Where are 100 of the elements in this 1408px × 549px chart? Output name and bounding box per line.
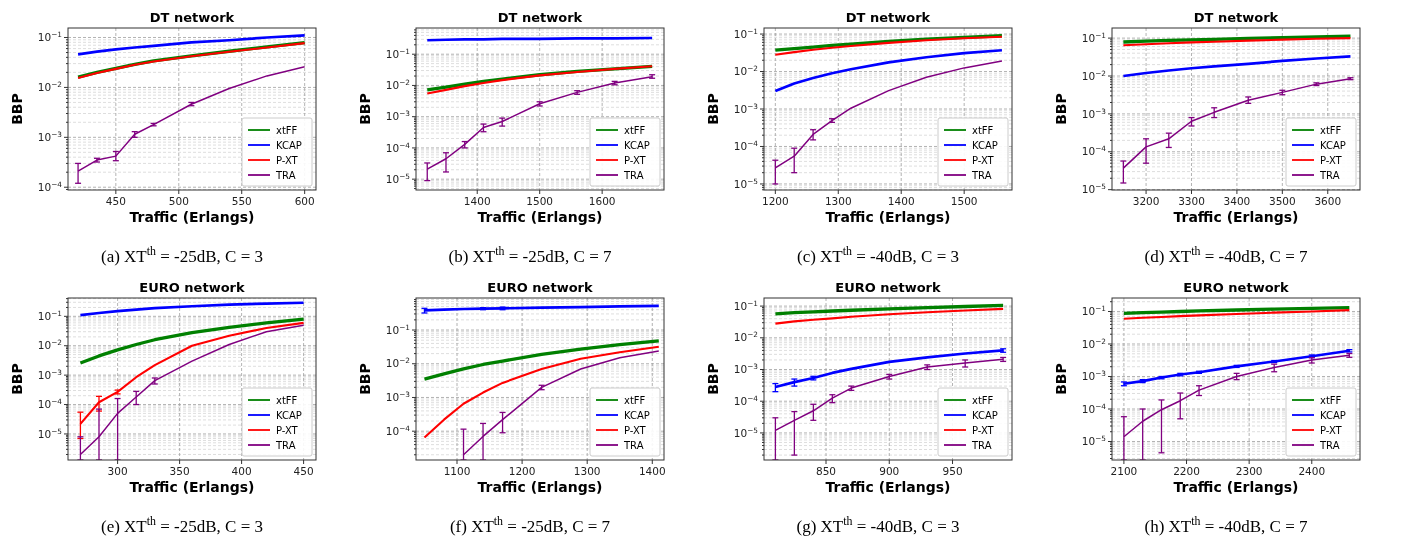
x-tick-label: 2200 bbox=[1173, 465, 1200, 477]
y-tick-label: 10$^{−2}$ bbox=[1081, 68, 1106, 82]
chart-title: EURO network bbox=[487, 280, 594, 295]
y-tick-label: 10$^{−1}$ bbox=[1081, 30, 1106, 44]
legend-label: xtFF bbox=[972, 394, 994, 406]
y-tick-label: 10$^{−5}$ bbox=[385, 171, 411, 185]
y-tick-label: 10$^{−3}$ bbox=[385, 108, 411, 123]
y-tick-label: 10$^{−2}$ bbox=[37, 337, 62, 352]
chart-title: EURO network bbox=[139, 280, 246, 295]
y-tick-label: 10$^{−1}$ bbox=[733, 26, 758, 40]
legend-label: xtFF bbox=[1320, 124, 1342, 136]
x-tick-label: 2400 bbox=[1298, 465, 1326, 477]
legend-label: xtFF bbox=[972, 124, 994, 136]
text: (e) XT$^{th}$ = -25dB, C = 3 bbox=[100, 514, 264, 536]
x-tick-label: 3300 bbox=[1178, 195, 1205, 207]
y-tick-label: 10$^{−2}$ bbox=[37, 79, 62, 94]
legend-label: xtFF bbox=[624, 124, 646, 136]
y-axis-title: BBP bbox=[357, 93, 373, 125]
x-tick-label: 550 bbox=[231, 195, 252, 207]
x-tick-label: 350 bbox=[169, 465, 190, 477]
y-tick-label: 10$^{−3}$ bbox=[733, 361, 759, 376]
legend-label: P-XT bbox=[276, 154, 299, 166]
legend-label: TRA bbox=[275, 439, 296, 451]
y-tick-label: 10$^{−1}$ bbox=[385, 46, 410, 60]
x-axis-title: Traffic (Erlangs) bbox=[825, 209, 951, 225]
legend-label: P-XT bbox=[624, 154, 647, 166]
x-tick-label: 950 bbox=[942, 465, 963, 477]
x-tick-label: 600 bbox=[294, 195, 315, 207]
x-axis-title: Traffic (Erlangs) bbox=[129, 479, 255, 495]
x-tick-label: 900 bbox=[879, 465, 900, 477]
legend-label: xtFF bbox=[1320, 394, 1342, 406]
chart-title: DT network bbox=[149, 10, 235, 25]
y-axis-title: BBP bbox=[9, 363, 25, 395]
text: (d) XT$^{th}$ = -40dB, C = 7 bbox=[1144, 244, 1308, 266]
legend-label: KCAP bbox=[276, 409, 302, 421]
y-tick-label: 10$^{−2}$ bbox=[1081, 336, 1106, 350]
legend-label: P-XT bbox=[972, 154, 995, 166]
y-tick-label: 10$^{−4}$ bbox=[733, 138, 759, 153]
y-tick-label: 10$^{−4}$ bbox=[385, 140, 411, 154]
y-axis-title: BBP bbox=[357, 363, 373, 395]
legend-label: P-XT bbox=[1320, 154, 1343, 166]
legend-label: P-XT bbox=[276, 424, 299, 436]
y-axis-title: BBP bbox=[705, 93, 721, 125]
legend-label: KCAP bbox=[972, 409, 998, 421]
y-tick-label: 10$^{−3}$ bbox=[37, 129, 63, 143]
y-axis-title: BBP bbox=[1053, 93, 1069, 125]
x-tick-label: 2300 bbox=[1235, 465, 1263, 477]
x-tick-label: 1400 bbox=[463, 195, 491, 207]
y-axis-title: BBP bbox=[1053, 363, 1069, 395]
y-tick-label: 10$^{−1}$ bbox=[385, 322, 410, 336]
y-tick-label: 10$^{−1}$ bbox=[37, 29, 62, 44]
x-tick-label: 1300 bbox=[824, 195, 852, 207]
legend-label: P-XT bbox=[1320, 424, 1343, 436]
y-tick-label: 10$^{−5}$ bbox=[1081, 181, 1107, 196]
y-tick-label: 10$^{−3}$ bbox=[733, 101, 759, 115]
text: (h) XT$^{th}$ = -40dB, C = 7 bbox=[1144, 514, 1308, 536]
x-tick-label: 1600 bbox=[588, 195, 616, 207]
y-tick-label: 10$^{−4}$ bbox=[37, 179, 63, 193]
chart-title: DT network bbox=[497, 10, 583, 25]
x-tick-label: 3600 bbox=[1314, 195, 1342, 207]
x-axis-title: Traffic (Erlangs) bbox=[1173, 209, 1299, 225]
x-tick-label: 850 bbox=[815, 465, 837, 477]
y-tick-label: 10$^{−5}$ bbox=[733, 425, 759, 439]
y-tick-label: 10$^{−1}$ bbox=[37, 308, 62, 322]
text: (a) XT$^{th}$ = -25dB, C = 3 bbox=[100, 244, 264, 266]
y-tick-label: 10$^{−4}$ bbox=[1081, 401, 1107, 415]
y-tick-label: 10$^{−4}$ bbox=[1081, 143, 1107, 158]
text: (c) XT$^{th}$ = -40dB, C = 3 bbox=[796, 244, 960, 266]
x-tick-label: 1300 bbox=[573, 465, 601, 477]
y-tick-label: 10$^{−1}$ bbox=[733, 298, 758, 312]
legend-label: TRA bbox=[1319, 439, 1340, 451]
legend-label: KCAP bbox=[1320, 409, 1346, 421]
y-tick-label: 10$^{−3}$ bbox=[1081, 106, 1107, 120]
legend-label: TRA bbox=[623, 169, 644, 181]
legend-label: TRA bbox=[275, 169, 296, 181]
x-axis-title: Traffic (Erlangs) bbox=[477, 479, 603, 495]
y-tick-label: 10$^{−2}$ bbox=[385, 77, 410, 92]
y-tick-label: 10$^{−2}$ bbox=[385, 355, 410, 370]
x-tick-label: 3500 bbox=[1268, 195, 1296, 207]
legend-label: KCAP bbox=[624, 139, 650, 151]
legend-label: xtFF bbox=[624, 394, 646, 406]
chart-title: EURO network bbox=[1183, 280, 1290, 295]
x-tick-label: 450 bbox=[293, 465, 314, 477]
x-tick-label: 1400 bbox=[887, 195, 915, 207]
x-tick-label: 1200 bbox=[508, 465, 536, 477]
y-tick-label: 10$^{−3}$ bbox=[1081, 368, 1107, 383]
y-tick-label: 10$^{−4}$ bbox=[385, 423, 411, 437]
legend-label: TRA bbox=[971, 169, 992, 181]
legend-label: KCAP bbox=[276, 139, 302, 151]
y-tick-label: 10$^{−5}$ bbox=[733, 176, 759, 190]
x-tick-label: 1500 bbox=[950, 195, 978, 207]
x-tick-label: 500 bbox=[168, 195, 189, 207]
y-tick-label: 10$^{−2}$ bbox=[733, 329, 758, 344]
legend-label: TRA bbox=[1319, 169, 1340, 181]
y-tick-label: 10$^{−4}$ bbox=[733, 393, 759, 407]
legend-label: xtFF bbox=[276, 124, 298, 136]
chart-title: EURO network bbox=[835, 280, 942, 295]
y-tick-label: 10$^{−3}$ bbox=[385, 389, 411, 404]
x-tick-label: 2100 bbox=[1110, 465, 1138, 477]
legend-label: xtFF bbox=[276, 394, 298, 406]
